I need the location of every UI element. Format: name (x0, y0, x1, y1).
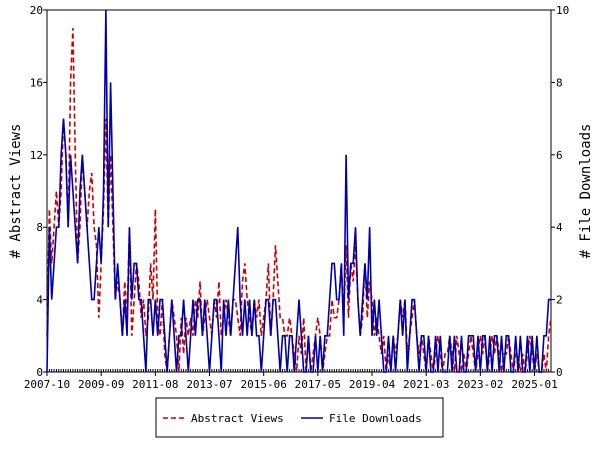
y2-tick-label: 0 (556, 366, 563, 379)
y2-tick-label: 8 (556, 76, 563, 89)
x-tick-label: 2021-03 (403, 378, 449, 391)
x-tick-label: 2017-05 (295, 378, 341, 391)
y-tick-label: 0 (36, 366, 43, 379)
x-tick-label: 2025-01 (511, 378, 557, 391)
x-tick-label: 2011-08 (132, 378, 178, 391)
y2-tick-label: 2 (556, 294, 563, 307)
y-tick-label: 20 (30, 4, 43, 17)
x-tick-label: 2009-09 (78, 378, 124, 391)
x-tick-label: 2023-02 (457, 378, 503, 391)
series-line (46, 9, 551, 373)
y2-axis-title: # File Downloads (578, 124, 594, 259)
legend-box (155, 397, 444, 438)
y2-tick-label: 10 (556, 4, 569, 17)
x-tick-label: 2013-07 (186, 378, 232, 391)
y-tick-label: 8 (36, 221, 43, 234)
x-tick-label: 2007-10 (24, 378, 70, 391)
y-tick-label: 16 (30, 76, 43, 89)
x-tick-label: 2015-06 (240, 378, 286, 391)
y-tick-label: 4 (36, 294, 43, 307)
y2-tick-label: 6 (556, 149, 563, 162)
y-tick-label: 12 (30, 149, 43, 162)
x-tick-label: 2019-04 (349, 378, 396, 391)
y2-tick-label: 4 (556, 221, 563, 234)
legend-label: File Downloads (329, 412, 422, 425)
y-axis-title: # Abstract Views (8, 124, 24, 259)
legend-label: Abstract Views (191, 412, 284, 425)
